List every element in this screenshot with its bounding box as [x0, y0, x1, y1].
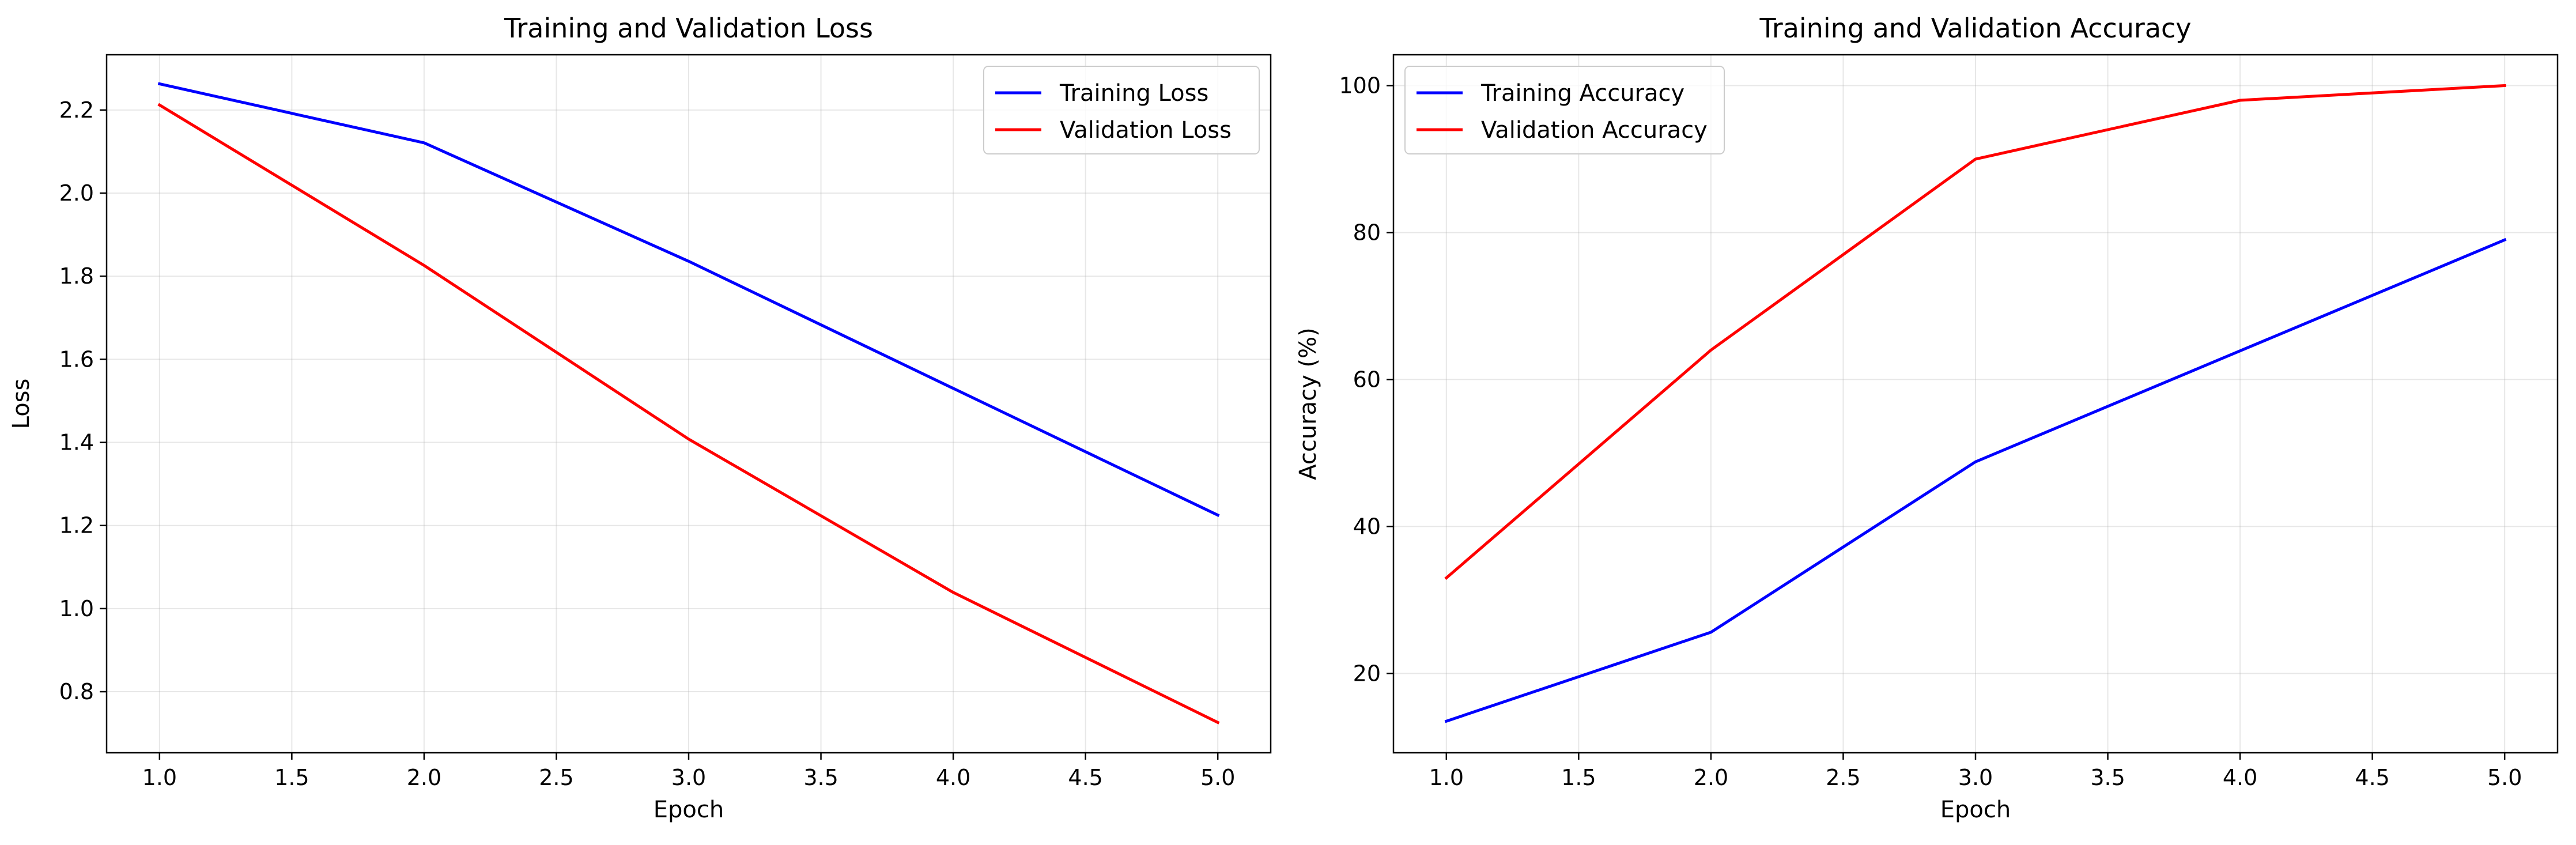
accuracy-legend-box [1404, 66, 1725, 154]
accuracy-chart-title: Training and Validation Accuracy [1759, 13, 2191, 44]
x-tick-label: 4.0 [2223, 765, 2257, 790]
accuracy-legend: Training Accuracy Validation Accuracy [1404, 66, 1725, 154]
x-tick-label: 5.0 [2487, 765, 2522, 790]
legend-label-training-loss: Training Loss [1059, 80, 1208, 107]
x-tick-label: 3.0 [1958, 765, 1993, 790]
x-tick-label: 1.0 [1429, 765, 1464, 790]
legend-label-validation-accuracy: Validation Accuracy [1481, 117, 1708, 144]
y-tick-label: 1.0 [59, 596, 94, 621]
legend-label-training-accuracy: Training Accuracy [1480, 80, 1684, 107]
loss-grid [107, 55, 1271, 753]
series-line-validation-loss [157, 103, 1220, 725]
y-tick-label: 0.8 [59, 679, 94, 704]
x-tick-label: 3.5 [2090, 765, 2125, 790]
loss-chart-title: Training and Validation Loss [504, 13, 873, 44]
x-tick-label: 2.5 [1826, 765, 1860, 790]
series-line-validation-accuracy [1444, 84, 2506, 580]
accuracy-x-axis-label: Epoch [1940, 797, 2011, 823]
x-tick-label: 4.5 [2355, 765, 2389, 790]
y-tick-label: 2.2 [59, 97, 94, 123]
y-tick-label: 80 [1353, 220, 1381, 245]
loss-x-axis-label: Epoch [654, 797, 724, 823]
accuracy-y-axis-label: Accuracy (%) [1295, 327, 1321, 480]
y-tick-label: 20 [1353, 661, 1381, 686]
x-tick-label: 4.0 [936, 765, 970, 790]
y-tick-label: 60 [1353, 367, 1381, 392]
loss-ticks: 1.0 1.5 2.0 2.5 3.0 3.5 4.0 4.5 5.0 0.8 1.0 1.2 1.4 1… [59, 97, 1236, 790]
x-tick-label: 5.0 [1200, 765, 1235, 790]
loss-legend-box [983, 66, 1260, 154]
loss-y-axis-label: Loss [8, 379, 35, 429]
loss-legend: Training Loss Validation Loss [983, 66, 1260, 154]
accuracy-chart: 1.0 1.5 2.0 2.5 3.0 3.5 4.0 4.5 5.0 20 40 60 80 100 T… [1295, 13, 2559, 823]
x-tick-label: 3.5 [803, 765, 838, 790]
series-line-training-accuracy [1444, 237, 2507, 723]
accuracy-series-group [1444, 84, 2507, 723]
y-tick-label: 1.8 [59, 263, 94, 289]
x-tick-label: 1.5 [274, 765, 309, 790]
loss-series-group [157, 82, 1220, 725]
legend-label-validation-loss: Validation Loss [1060, 117, 1232, 144]
x-tick-label: 3.0 [671, 765, 706, 790]
loss-chart: 1.0 1.5 2.0 2.5 3.0 3.5 4.0 4.5 5.0 0.8 1.0 1.2 1.4 1… [8, 13, 1272, 823]
y-tick-label: 1.4 [59, 430, 94, 455]
series-line-training-loss [157, 82, 1220, 518]
x-tick-label: 2.0 [407, 765, 441, 790]
x-tick-label: 4.5 [1068, 765, 1102, 790]
x-tick-label: 2.0 [1694, 765, 1728, 790]
x-tick-label: 1.0 [142, 765, 177, 790]
y-tick-label: 2.0 [59, 180, 94, 206]
x-tick-label: 2.5 [539, 765, 573, 790]
y-tick-label: 1.2 [59, 513, 94, 538]
y-tick-label: 1.6 [59, 346, 94, 372]
y-tick-label: 40 [1353, 514, 1381, 539]
y-tick-label: 100 [1339, 73, 1381, 99]
accuracy-ticks: 1.0 1.5 2.0 2.5 3.0 3.5 4.0 4.5 5.0 20 40 60 80 100 [1339, 73, 2522, 790]
x-tick-label: 1.5 [1561, 765, 1596, 790]
